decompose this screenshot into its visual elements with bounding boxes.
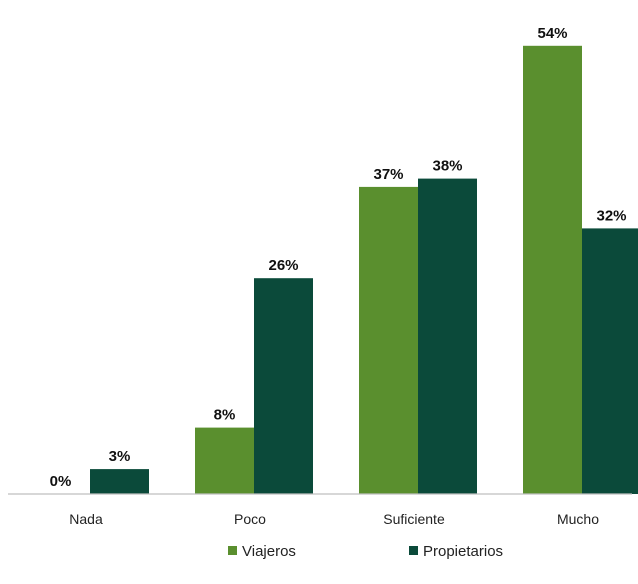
x-tick-label-nada: Nada xyxy=(69,511,103,527)
bar-viajeros-poco xyxy=(195,427,254,494)
x-tick-labels: Nada Poco Suficiente Mucho xyxy=(69,511,599,527)
data-label-propietarios-nada: 3% xyxy=(109,448,131,465)
bar-propietarios-nada xyxy=(90,469,149,494)
data-label-viajeros-poco: 8% xyxy=(214,407,236,424)
x-tick-label-poco: Poco xyxy=(234,511,266,527)
data-label-viajeros-suficiente: 37% xyxy=(373,166,403,183)
bars-layer xyxy=(90,45,638,495)
data-label-viajeros-nada: 0% xyxy=(50,473,72,490)
legend: Viajeros Propietarios xyxy=(228,543,503,560)
data-labels-layer: 0% 3% 8% 26% 37% 38% 54% 32% xyxy=(50,25,627,490)
data-label-propietarios-mucho: 32% xyxy=(596,207,626,224)
bar-viajeros-mucho xyxy=(523,45,582,495)
legend-label-viajeros: Viajeros xyxy=(242,543,296,560)
bar-propietarios-suficiente xyxy=(418,178,477,494)
bar-propietarios-mucho xyxy=(582,228,638,494)
x-tick-label-suficiente: Suficiente xyxy=(383,511,445,527)
legend-swatch-propietarios xyxy=(409,546,418,555)
x-tick-label-mucho: Mucho xyxy=(557,511,599,527)
bar-propietarios-poco xyxy=(254,278,313,494)
data-label-propietarios-suficiente: 38% xyxy=(432,158,462,175)
legend-label-propietarios: Propietarios xyxy=(423,543,503,560)
bar-viajeros-suficiente xyxy=(359,186,418,494)
data-label-propietarios-poco: 26% xyxy=(268,257,298,274)
data-label-viajeros-mucho: 54% xyxy=(537,25,567,42)
legend-swatch-viajeros xyxy=(228,546,237,555)
